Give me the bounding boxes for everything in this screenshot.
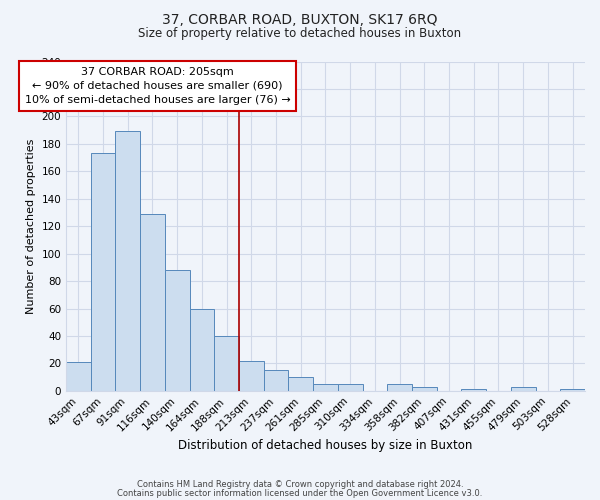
Bar <box>338 384 362 391</box>
Bar <box>560 390 585 391</box>
Bar <box>115 132 140 391</box>
Bar <box>511 386 536 391</box>
Bar <box>412 386 437 391</box>
Bar <box>140 214 165 391</box>
Text: Contains HM Land Registry data © Crown copyright and database right 2024.: Contains HM Land Registry data © Crown c… <box>137 480 463 489</box>
Bar <box>387 384 412 391</box>
Bar <box>239 360 263 391</box>
Text: Size of property relative to detached houses in Buxton: Size of property relative to detached ho… <box>139 28 461 40</box>
Bar <box>461 390 486 391</box>
Bar <box>313 384 338 391</box>
Bar <box>165 270 190 391</box>
X-axis label: Distribution of detached houses by size in Buxton: Distribution of detached houses by size … <box>178 440 473 452</box>
Bar <box>289 377 313 391</box>
Text: 37 CORBAR ROAD: 205sqm
← 90% of detached houses are smaller (690)
10% of semi-de: 37 CORBAR ROAD: 205sqm ← 90% of detached… <box>25 67 290 105</box>
Bar <box>214 336 239 391</box>
Bar <box>91 154 115 391</box>
Y-axis label: Number of detached properties: Number of detached properties <box>26 138 36 314</box>
Bar <box>263 370 289 391</box>
Text: Contains public sector information licensed under the Open Government Licence v3: Contains public sector information licen… <box>118 488 482 498</box>
Bar <box>66 362 91 391</box>
Bar <box>190 308 214 391</box>
Text: 37, CORBAR ROAD, BUXTON, SK17 6RQ: 37, CORBAR ROAD, BUXTON, SK17 6RQ <box>162 12 438 26</box>
